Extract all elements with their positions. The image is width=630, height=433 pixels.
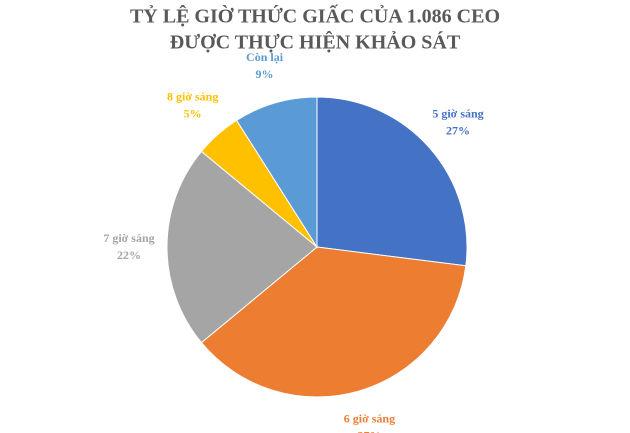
chart-title: TỶ LỆ GIỜ THỨC GIẤC CỦA 1.086 CEO <box>130 4 500 28</box>
slice-value-label: 22% <box>117 248 141 262</box>
chart-title: ĐƯỢC THỰC HIỆN KHẢO SÁT <box>170 31 461 54</box>
slice-value-label: 5% <box>184 107 202 121</box>
pie-slice <box>316 96 468 267</box>
slice-category-label: 6 giờ sáng <box>344 411 395 425</box>
pie-slice <box>166 150 318 344</box>
slice-category-label: 8 giờ sáng <box>167 90 218 104</box>
pie-slice <box>200 246 467 398</box>
slice-category-label: 5 giờ sáng <box>432 106 483 120</box>
slice-value-label: 9% <box>256 67 274 81</box>
slice-value-label: 37% <box>357 428 381 433</box>
pie-slice <box>235 96 318 249</box>
slice-category-label: Còn lại <box>246 50 284 64</box>
slice-category-label: 7 giờ sáng <box>103 231 154 245</box>
slice-value-label: 27% <box>446 123 470 137</box>
